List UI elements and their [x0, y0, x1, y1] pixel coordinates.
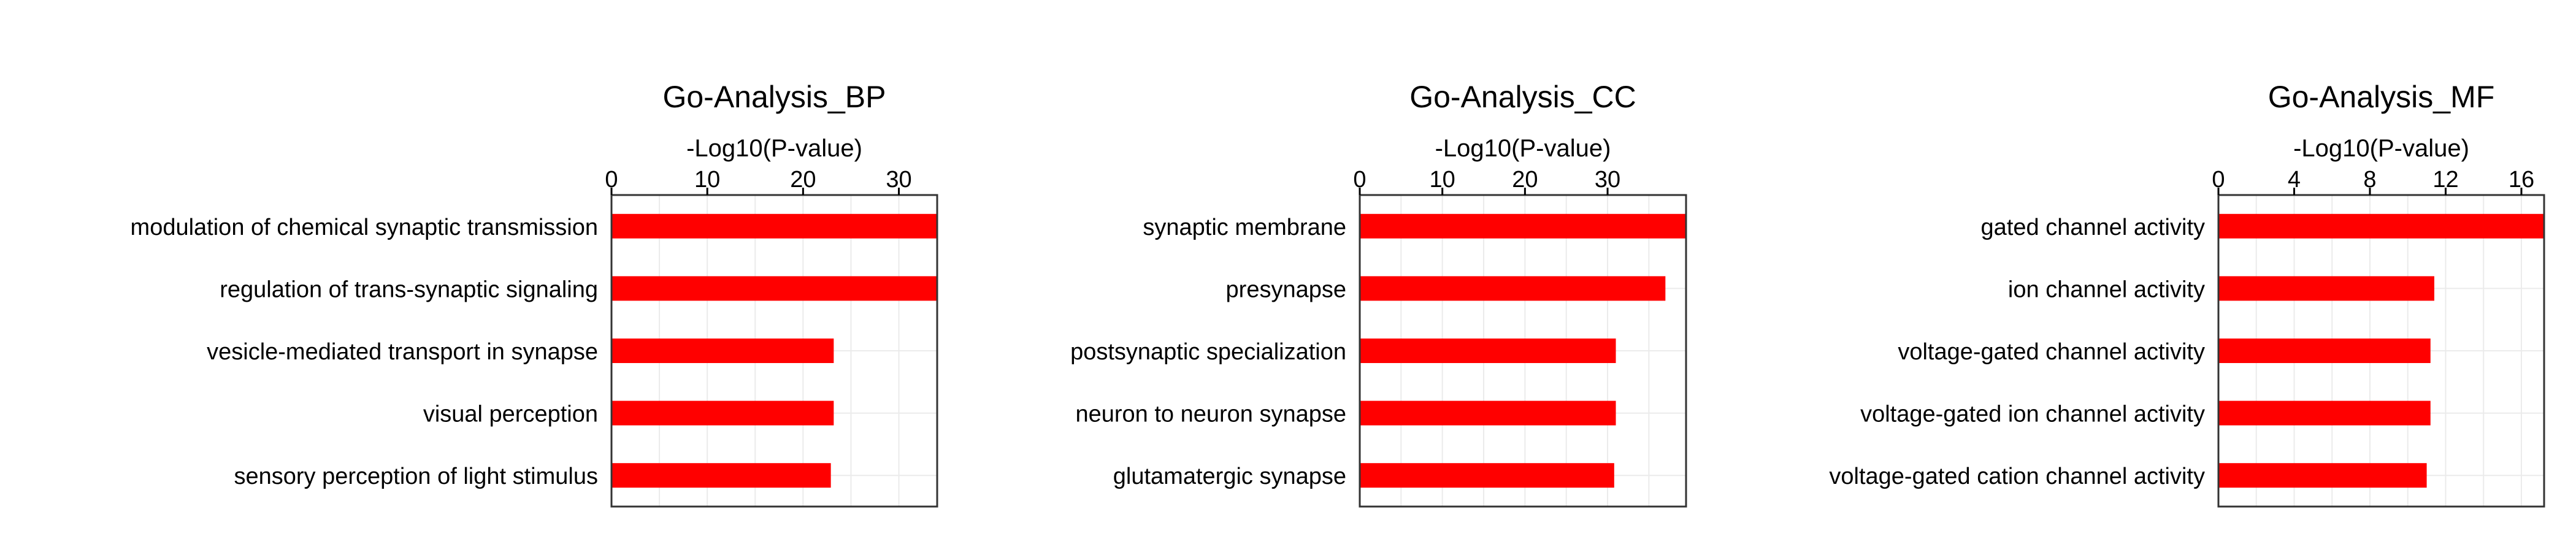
category-label: neuron to neuron synapse: [1075, 402, 1346, 427]
plot-border: [1359, 194, 1687, 508]
x-tick-label: 10: [694, 167, 720, 193]
x-tick-label: 16: [2509, 167, 2534, 193]
category-label: glutamatergic synapse: [1113, 464, 1346, 489]
chart-panel-2: Go-Analysis_CC -Log10(P-value) synaptic me…: [1070, 80, 1687, 508]
chart-title: Go-Analysis_CC: [1409, 80, 1636, 114]
category-label: voltage-gated channel activity: [1898, 339, 2205, 365]
bar: [2218, 276, 2434, 301]
x-tick-label: 20: [1512, 167, 1538, 193]
x-tick-label: 0: [2212, 167, 2225, 193]
category-label: voltage-gated ion channel activity: [1860, 402, 2205, 427]
bar: [611, 213, 937, 239]
bar: [2218, 213, 2544, 239]
bar: [1360, 400, 1616, 426]
category-label: vesicle-mediated transport in synapse: [207, 339, 598, 365]
category-label: presynapse: [1226, 277, 1346, 302]
x-tick-label: 8: [2363, 167, 2376, 193]
bar: [611, 339, 834, 363]
x-tick-label: 20: [790, 167, 816, 193]
chart-title: Go-Analysis_BP: [662, 80, 886, 114]
x-tick-label: 4: [2288, 167, 2301, 193]
bar: [2218, 400, 2431, 426]
x-tick-label: 30: [886, 167, 911, 193]
category-label: synaptic membrane: [1143, 215, 1346, 240]
category-label: ion channel activity: [2008, 277, 2205, 302]
category-label: postsynaptic specialization: [1070, 339, 1346, 365]
x-tick-label: 10: [1430, 167, 1455, 193]
x-tick-label: 30: [1595, 167, 1620, 193]
chart-title: Go-Analysis_MF: [2268, 80, 2495, 114]
bar: [611, 463, 831, 488]
chart-panel-3: Go-Analysis_MF -Log10(P-value) gated chann…: [1829, 80, 2545, 508]
bar: [1360, 463, 1614, 488]
category-label: visual perception: [423, 402, 598, 427]
x-axis-label: -Log10(P-value): [686, 135, 862, 162]
bar: [1360, 339, 1616, 363]
bar: [1360, 276, 1666, 301]
plot-border: [2217, 194, 2545, 508]
x-tick-label: 12: [2432, 167, 2458, 193]
x-tick-label: 0: [605, 167, 618, 193]
category-label: modulation of chemical synaptic transmis…: [131, 215, 598, 240]
category-label: sensory perception of light stimulus: [234, 464, 598, 489]
bar: [611, 276, 937, 301]
category-label: gated channel activity: [1981, 215, 2205, 240]
chart-panel-1: Go-Analysis_BP -Log10(P-value) modulation …: [131, 80, 938, 508]
x-axis-label: -Log10(P-value): [2293, 135, 2469, 162]
plot-border: [610, 194, 938, 508]
x-tick-label: 0: [1353, 167, 1366, 193]
x-axis-label: -Log10(P-value): [1435, 135, 1611, 162]
category-label: voltage-gated cation channel activity: [1829, 464, 2205, 489]
bar: [611, 400, 834, 426]
category-label: regulation of trans-synaptic signaling: [220, 277, 598, 302]
bar: [2218, 463, 2427, 488]
bar: [1360, 213, 1686, 239]
bar: [2218, 339, 2431, 363]
